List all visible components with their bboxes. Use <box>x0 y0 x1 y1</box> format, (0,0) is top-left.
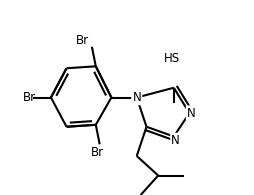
Text: N: N <box>132 91 141 104</box>
Text: N: N <box>171 134 180 147</box>
Text: Br: Br <box>23 91 36 104</box>
Text: HS: HS <box>164 52 180 65</box>
Text: Br: Br <box>76 35 89 47</box>
Text: Br: Br <box>91 146 104 159</box>
Text: N: N <box>187 107 196 120</box>
